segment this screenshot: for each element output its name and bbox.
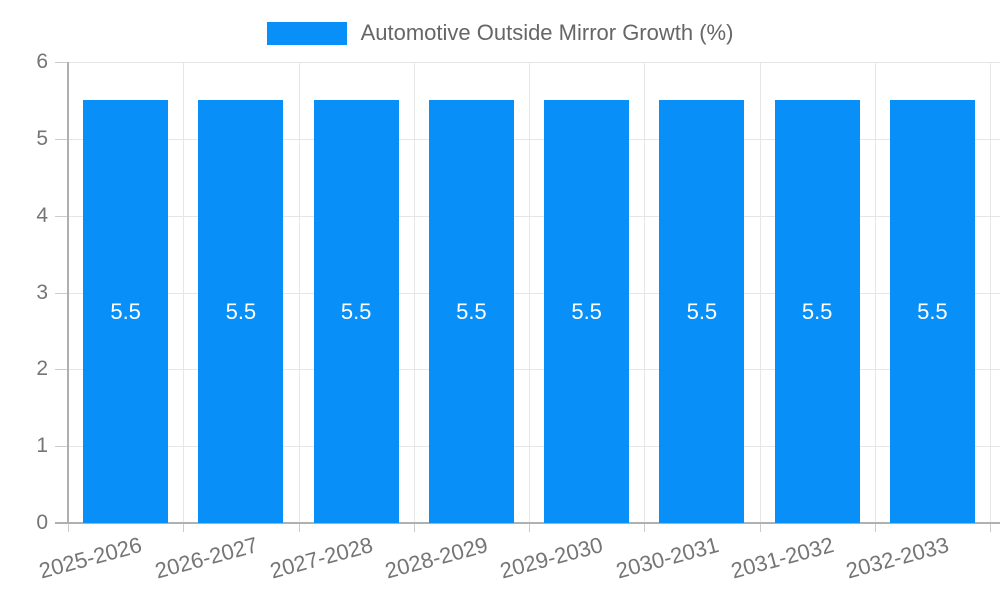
y-axis-tick: [55, 138, 68, 140]
y-axis-tick: [55, 292, 68, 294]
y-axis-tick-label: 1: [36, 434, 48, 458]
bar-value-label: 5.5: [340, 298, 372, 324]
x-axis-tick: [990, 523, 991, 532]
bar[interactable]: [428, 100, 514, 523]
gridline-horizontal: [68, 138, 1000, 140]
y-axis-tick-label: 0: [36, 511, 48, 534]
x-axis-tick-label: 2026-2027: [151, 532, 261, 584]
y-axis-tick: [55, 446, 68, 448]
bar[interactable]: [198, 100, 284, 523]
bar-value-label: 5.5: [917, 298, 948, 324]
gridline-horizontal: [68, 369, 1000, 371]
x-axis-tick-label: 2025-2026: [36, 532, 145, 584]
bar-value-label: 5.5: [225, 298, 257, 324]
x-axis-tick: [529, 523, 530, 532]
x-axis-tick-label: 2027-2028: [267, 532, 376, 584]
y-axis-line: [67, 62, 69, 523]
y-axis-tick-label: 3: [36, 280, 48, 304]
y-axis-tick: [55, 215, 68, 217]
x-axis-tick: [644, 523, 646, 532]
y-axis-tick: [55, 62, 68, 63]
legend-label: Automotive Outside Mirror Growth (%): [360, 20, 734, 45]
bar[interactable]: [313, 100, 399, 523]
y-axis-tick: [55, 369, 68, 371]
x-axis-tick-label: 2031-2032: [728, 532, 837, 584]
bar[interactable]: [83, 100, 169, 523]
bar[interactable]: [659, 100, 745, 523]
gridline-vertical: [874, 62, 876, 523]
x-axis-tick-label: 2028-2029: [382, 532, 491, 584]
x-axis-tick: [759, 523, 761, 532]
gridline-horizontal: [68, 292, 1000, 294]
gridline-vertical: [990, 62, 991, 523]
gridline-vertical: [529, 62, 530, 523]
gridline-vertical: [413, 62, 415, 523]
gridline-horizontal: [68, 215, 1000, 217]
x-axis-tick: [413, 523, 415, 532]
gridline-horizontal: [68, 446, 1000, 448]
x-axis-tick-label: 2029-2030: [497, 532, 606, 584]
y-axis-tick-label: 5: [36, 126, 48, 150]
gridline-horizontal: [68, 62, 1000, 63]
gridline-vertical: [644, 62, 646, 523]
x-axis-line: [55, 522, 1000, 524]
y-axis-tick-label: 6: [36, 50, 48, 73]
x-axis-tick-label: 2032-2033: [843, 532, 952, 584]
gridline-vertical: [298, 62, 300, 523]
bar[interactable]: [544, 100, 630, 523]
bar-value-label: 5.5: [456, 298, 487, 324]
y-axis-tick-label: 4: [36, 203, 48, 227]
bar-value-label: 5.5: [686, 298, 718, 324]
x-axis-tick: [183, 523, 185, 532]
gridline-vertical: [759, 62, 761, 523]
legend-swatch: [266, 21, 347, 45]
bar[interactable]: [774, 100, 860, 523]
bar-value-label: 5.5: [801, 298, 833, 324]
bar[interactable]: [889, 100, 975, 523]
x-axis-tick: [298, 523, 300, 532]
gridline-vertical: [183, 62, 185, 523]
bar-value-label: 5.5: [110, 298, 141, 324]
y-axis-tick-label: 2: [36, 357, 48, 381]
bar-value-label: 5.5: [571, 298, 602, 324]
x-axis-tick-label: 2030-2031: [612, 532, 722, 584]
legend[interactable]: Automotive Outside Mirror Growth (%): [0, 21, 1000, 45]
x-axis-tick: [874, 523, 876, 532]
x-axis-tick: [68, 523, 69, 532]
